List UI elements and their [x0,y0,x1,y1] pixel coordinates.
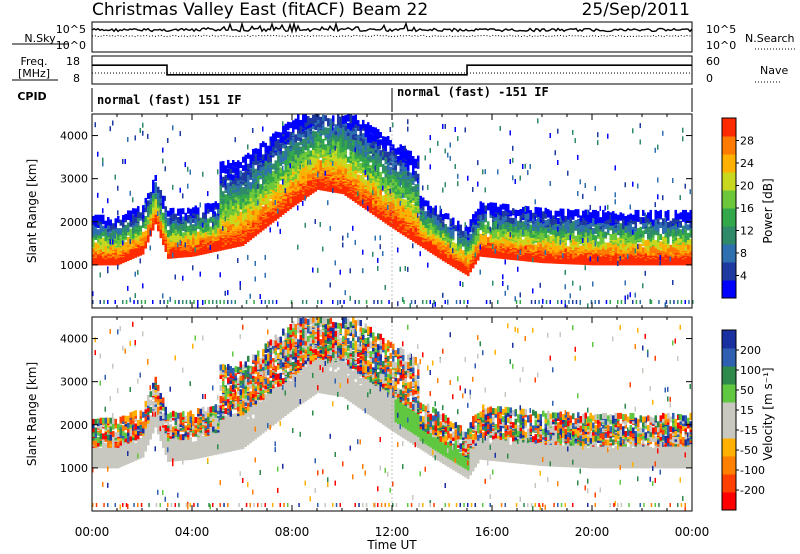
velocity-colorbar-tick: -15 [740,424,758,437]
power-colorbar-tick: 4 [740,270,747,283]
cpid-segment-1: normal (fast) 151 IF [97,93,242,107]
power-ytick-label: 1000 [60,259,88,272]
x-tick-label: 12:00 [375,525,410,539]
nsky-tick-top: 10^5 [56,23,86,36]
plot-date: 25/Sep/2011 [582,0,690,20]
power-colorbar-tick: 8 [740,247,747,260]
power-colorbar-cell [722,172,736,191]
power-colorbar-cell [722,244,736,263]
freq-trace [92,64,692,76]
velocity-colorbar-cell [722,420,736,439]
power-heatmap [92,113,694,309]
velocity-colorbar-cell [722,366,736,385]
freq-tick-bottom: 8 [73,72,80,85]
power-ylabel: Slant Range [km] [25,159,39,263]
nsky-trace [91,21,693,34]
velocity-colorbar-tick: 100 [740,364,761,377]
power-colorbar-cell [722,280,736,299]
nave-label: Nave [760,64,788,77]
velocity-colorbar-tick: 200 [740,344,761,357]
velocity-ytick-label: 4000 [60,333,88,346]
velocity-colorbar-cell [722,348,736,367]
velocity-heatmap [92,316,692,512]
power-ytick-label: 3000 [60,173,88,186]
power-panel: Slant Range [km] 1000 2000 3000 4000 [25,113,694,309]
velocity-ylabel: Slant Range [km] [25,362,39,466]
x-tick-label: 08:00 [275,525,310,539]
station-title: Christmas Valley East (fitACF) [92,0,345,20]
velocity-ytick-label: 1000 [60,462,88,475]
nsky-panel: N.Sky 10^5 10^0 10^5 10^0 N.Search [12,21,795,53]
power-colorbar-cell [722,262,736,281]
velocity-ytick-label: 3000 [60,376,88,389]
freq-unit: [MHz] [18,67,50,80]
power-colorbar-tick: 12 [740,225,754,238]
velocity-colorbar-tick: -100 [740,464,765,477]
velocity-colorbar-label: Velocity [m s⁻¹] [761,367,775,460]
velocity-colorbar-tick: 15 [740,404,754,417]
power-colorbar-cell [722,190,736,209]
velocity-ytick-label: 2000 [60,419,88,432]
cpid-panel: CPID normal (fast) 151 IF normal (fast) … [17,85,693,112]
nsky-label: N.Sky [24,32,56,45]
power-colorbar-cell [722,136,736,155]
x-axis-label: Time UT [366,538,417,552]
power-ytick-label: 2000 [60,216,88,229]
freq-label: Freq. [20,55,47,68]
beam-number: Beam 22 [352,0,428,20]
velocity-colorbar-tick: -200 [740,484,765,497]
x-tick-label: 16:00 [475,525,510,539]
nsearch-label: N.Search [745,32,795,45]
freq-panel: Freq. [MHz] 18 8 60 0 Nave [12,55,788,85]
x-tick-label: 00:00 [75,525,110,539]
power-colorbar-tick: 16 [740,202,754,215]
power-colorbar-cell [722,154,736,173]
power-ytick-label: 4000 [60,130,88,143]
power-colorbar-tick: 20 [740,180,754,193]
power-colorbar-label: Power [dB] [761,178,775,243]
velocity-colorbar-cell [722,474,736,493]
power-colorbar-tick: 28 [740,135,754,148]
cpid-label: CPID [17,90,46,103]
nsearch-tick-bottom: 10^0 [706,39,736,52]
x-axis: 00:00 04:00 08:00 12:00 16:00 20:00 00:00 [75,114,710,539]
x-tick-label: 00:00 [675,525,710,539]
power-colorbar-tick: 24 [740,157,754,170]
x-tick-label: 04:00 [175,525,210,539]
power-colorbar-cell [722,208,736,227]
cpid-segment-2: normal (fast) -151 IF [397,85,549,99]
velocity-colorbar-cell [722,402,736,421]
velocity-colorbar: 200 100 50 15 -15 -50 -100 -200 [721,329,765,511]
velocity-colorbar-cell [722,438,736,457]
velocity-colorbar-cell [722,384,736,403]
velocity-colorbar-tick: 50 [740,384,754,397]
nave-tick-bottom: 0 [706,72,713,85]
velocity-colorbar-cell [722,492,736,511]
nsearch-trace [91,34,693,38]
power-colorbar: 28 24 20 16 12 8 4 [721,117,754,299]
nave-tick-top: 60 [706,55,720,68]
velocity-colorbar-cell [722,456,736,475]
power-colorbar-cell [722,118,736,137]
velocity-panel: Slant Range [km] 1000 2000 3000 4000 [25,316,693,512]
freq-tick-top: 18 [66,55,80,68]
velocity-colorbar-tick: -50 [740,444,758,457]
nsky-tick-bottom: 10^0 [56,39,86,52]
power-colorbar-cell [722,226,736,245]
nsearch-tick-top: 10^5 [706,23,736,36]
velocity-colorbar-cell [722,330,736,349]
x-tick-label: 20:00 [575,525,610,539]
